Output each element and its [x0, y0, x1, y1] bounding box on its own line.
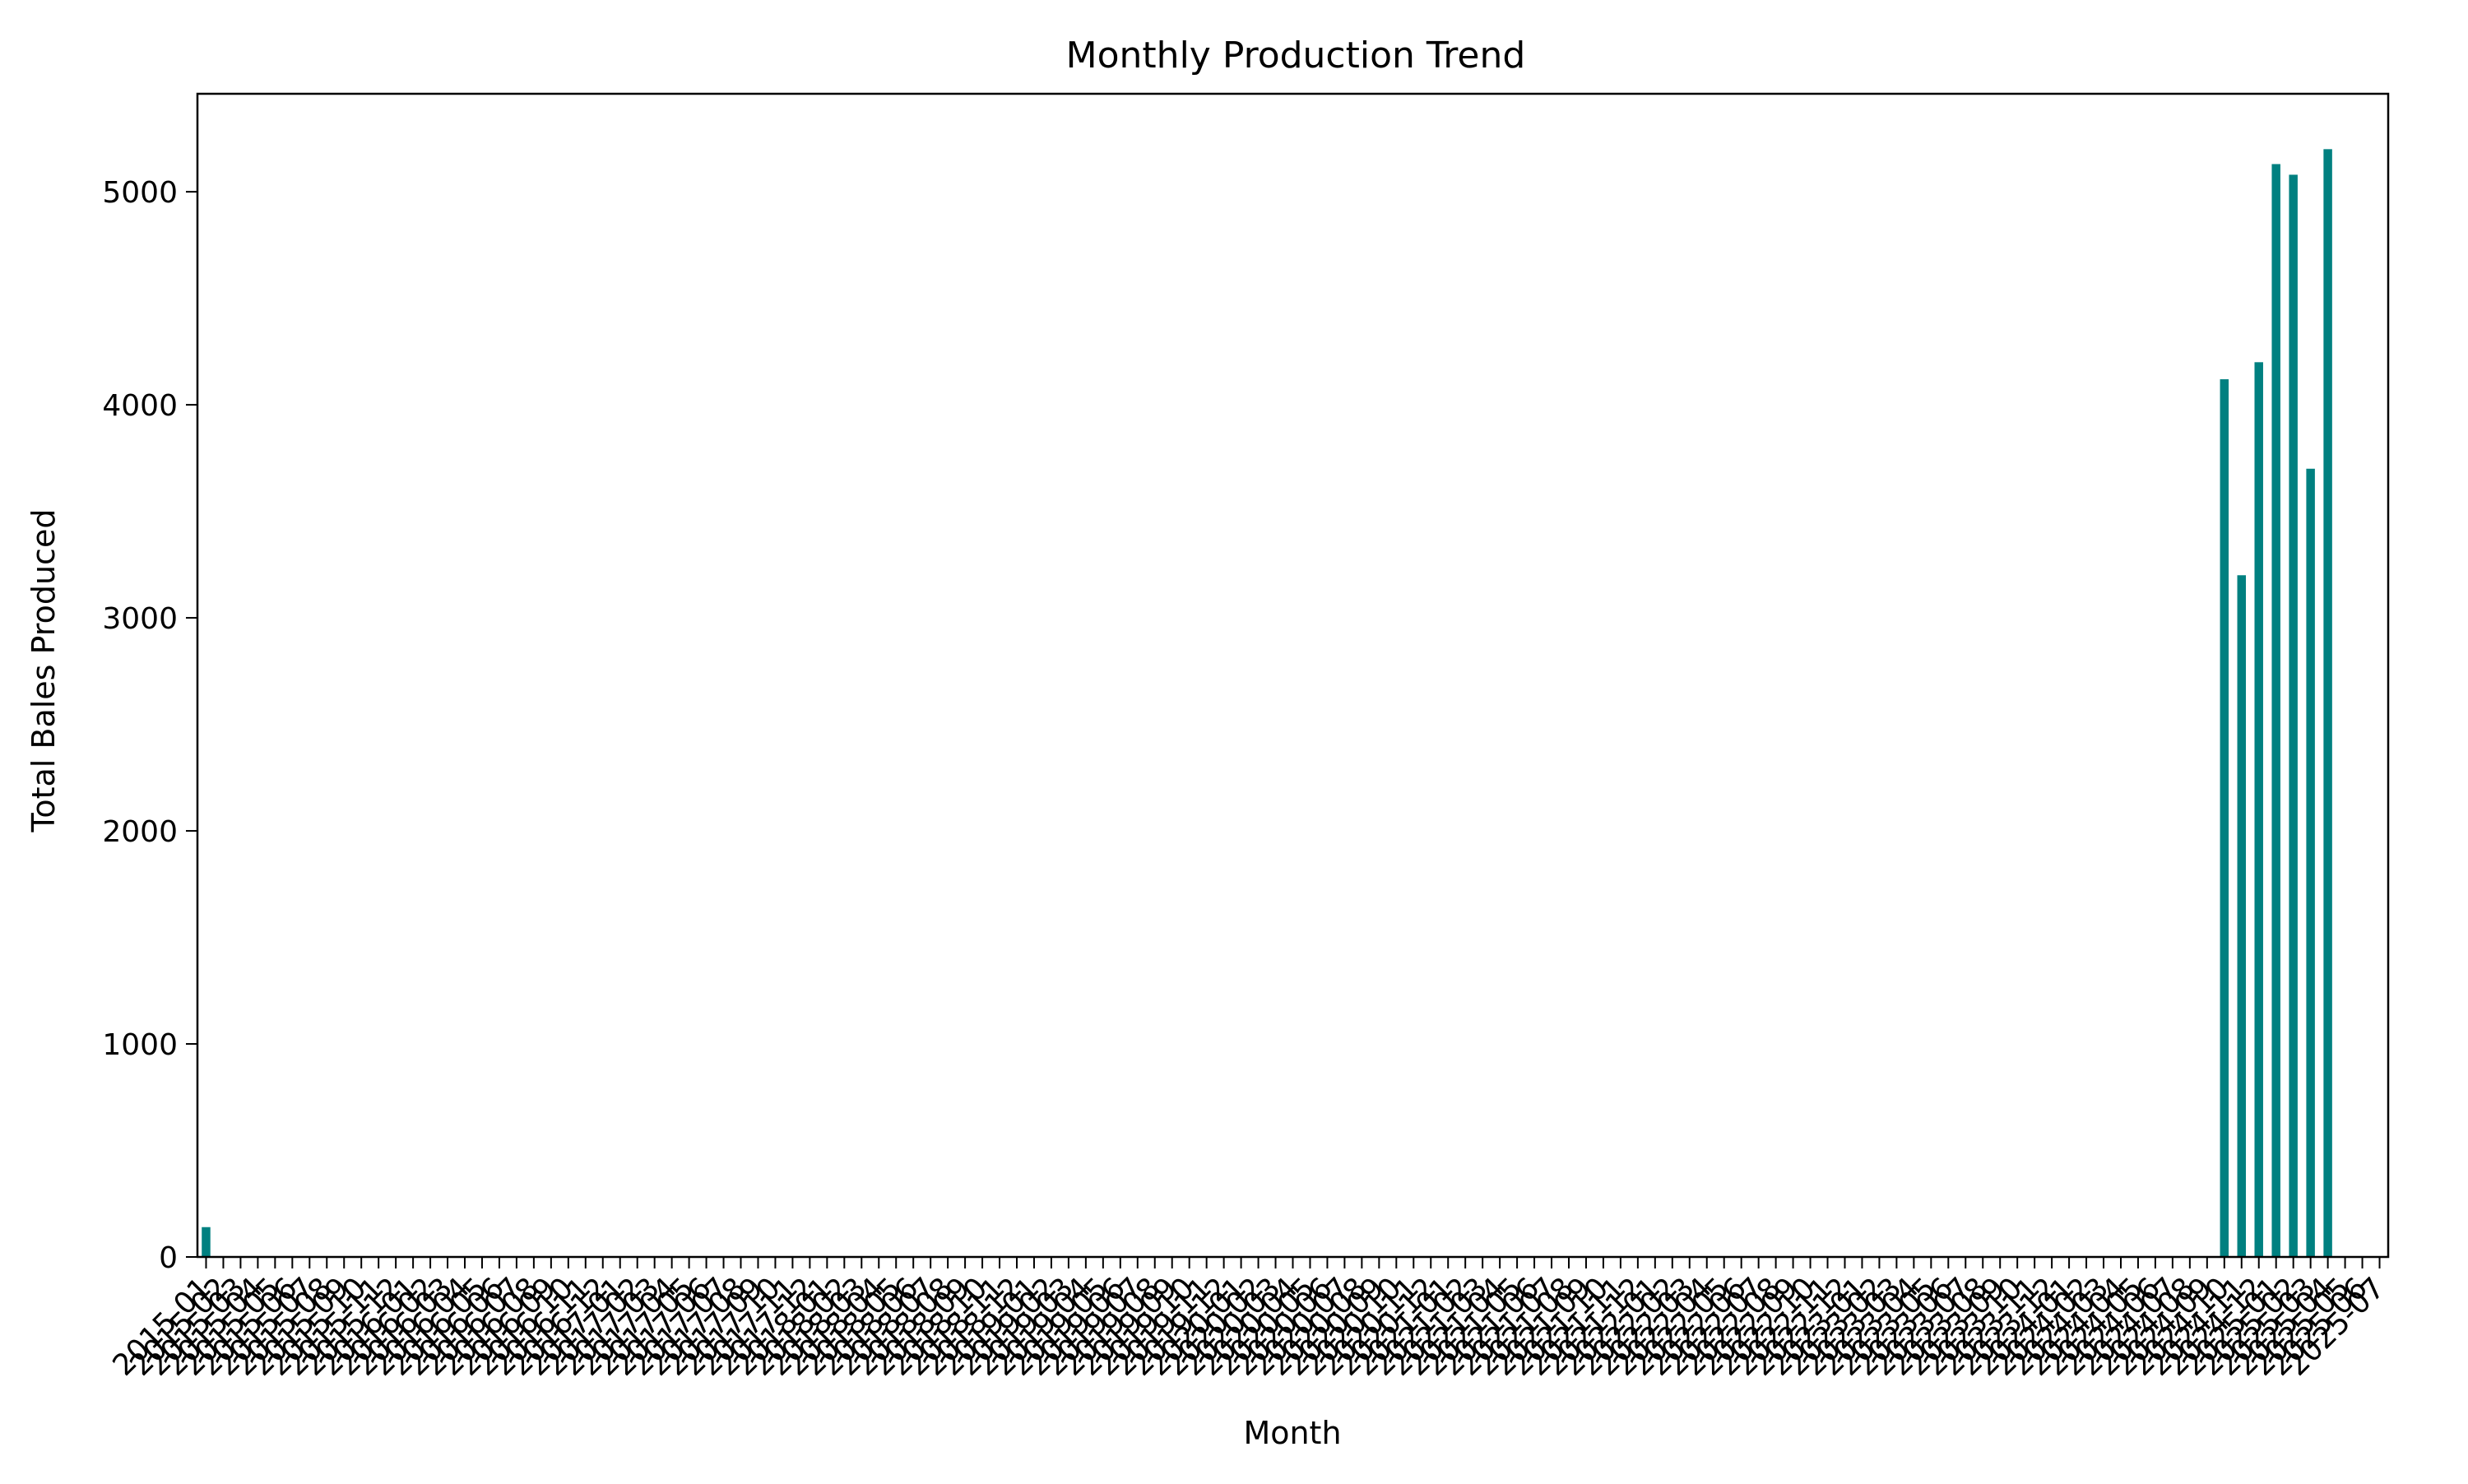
y-tick-label: 5000 [102, 176, 178, 210]
x-axis-ticks: 2015-012015-022015-032015-042015-052015-… [106, 1257, 2391, 1383]
bar [2271, 164, 2280, 1258]
y-axis-ticks: 0 1000 2000 3000 4000 5000 [102, 176, 197, 1275]
bar [202, 1227, 211, 1257]
bar [2306, 468, 2315, 1257]
bars-group [202, 149, 2332, 1258]
plot-frame [196, 92, 2390, 1259]
y-axis-label: Total Bales Produced [26, 509, 62, 833]
y-tick-label: 0 [159, 1241, 178, 1275]
y-tick-label: 4000 [102, 389, 178, 423]
bar [2289, 174, 2298, 1257]
y-tick-label: 1000 [102, 1028, 178, 1062]
bar [2220, 379, 2229, 1257]
x-axis-label: Month [1243, 1415, 1341, 1451]
bar [2323, 149, 2332, 1258]
chart-title: Monthly Production Trend [1066, 35, 1526, 77]
y-tick-label: 2000 [102, 815, 178, 849]
bar [2237, 575, 2247, 1257]
bar [2254, 362, 2263, 1257]
y-tick-label: 3000 [102, 602, 178, 636]
